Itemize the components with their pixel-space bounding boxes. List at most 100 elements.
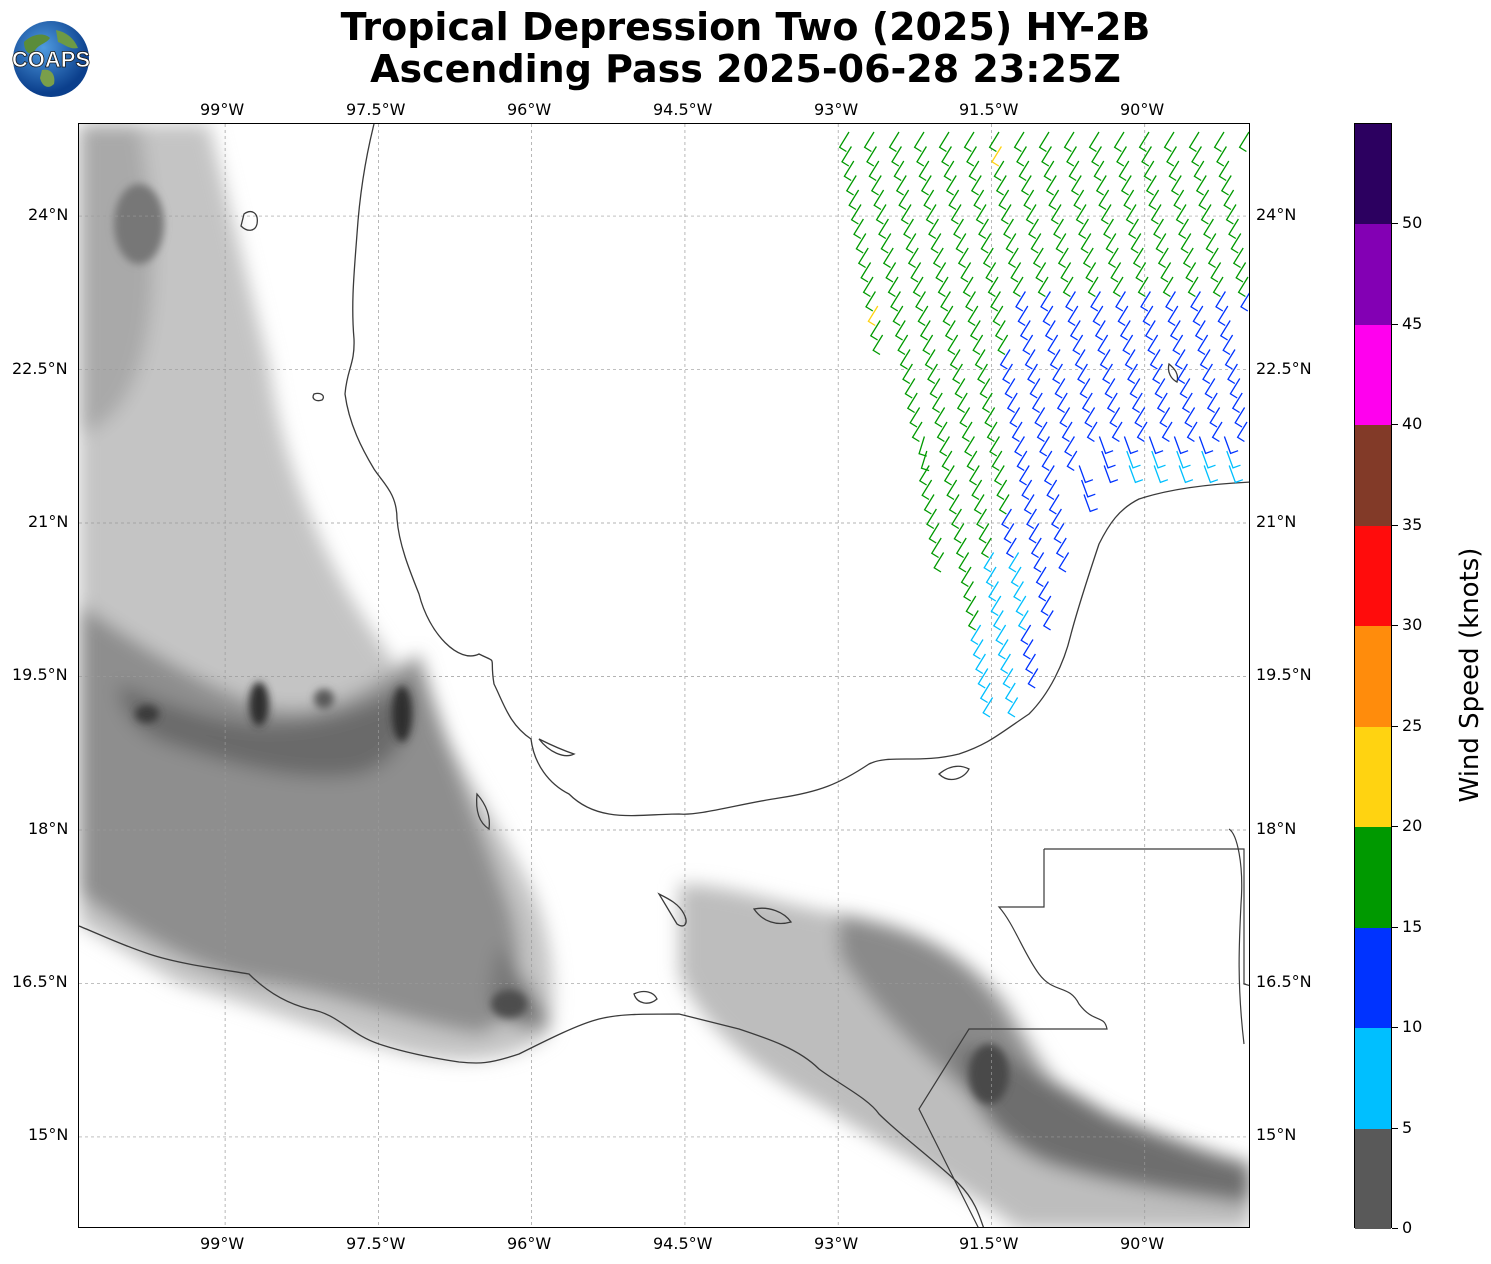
wind-barb [893, 160, 905, 182]
wind-barb [1185, 262, 1197, 283]
wind-barb [1015, 595, 1027, 617]
wind-barb [905, 233, 917, 254]
wind-barb [990, 291, 1001, 312]
wind-barb [1015, 291, 1026, 312]
wind-barb [980, 233, 992, 254]
colorbar-segment [1355, 324, 1391, 426]
wind-barb [1084, 407, 1096, 428]
wind-barb [998, 189, 1010, 211]
colorbar-tick-label: 0 [1402, 1218, 1413, 1237]
wind-barb [1003, 523, 1015, 544]
wind-barb [1034, 407, 1046, 428]
wind-barb [1140, 291, 1151, 312]
wind-barb [1002, 668, 1014, 689]
wind-barb [1057, 247, 1069, 269]
wind-barb [1005, 233, 1017, 254]
wind-barb [993, 465, 1005, 486]
wind-barb [1095, 175, 1107, 196]
wind-barb [1097, 334, 1109, 356]
wind-barb [976, 508, 987, 530]
wind-barb [1228, 465, 1244, 484]
lat-label-left-0: 24°N [28, 205, 69, 224]
wind-barb [985, 566, 997, 588]
wind-barb [923, 189, 935, 211]
wind-barb [997, 639, 1009, 660]
wind-barb [1098, 436, 1114, 455]
colorbar-segment [1355, 124, 1391, 225]
wind-barb [1240, 292, 1249, 312]
wind-barb [1045, 175, 1057, 196]
wind-barb [1032, 247, 1044, 269]
wind-barb [1195, 175, 1207, 196]
map-canvas[interactable] [79, 124, 1250, 1228]
wind-barb [943, 465, 955, 486]
wind-barb [928, 218, 939, 240]
wind-barb [986, 421, 998, 443]
wind-barb [912, 276, 924, 298]
colorbar-tick-mark [1392, 1228, 1398, 1229]
wind-barb [1169, 320, 1181, 341]
wind-barb [1123, 189, 1135, 211]
wind-barb [953, 218, 964, 240]
wind-barb [1130, 233, 1142, 254]
wind-barb [1109, 407, 1121, 428]
wind-barb [984, 407, 996, 428]
wind-barb [1248, 436, 1249, 438]
colorbar-tick-label: 10 [1402, 1017, 1423, 1037]
wind-barb [1210, 262, 1222, 283]
wind-barb [961, 421, 973, 443]
wind-barb [973, 494, 985, 515]
colorbar-tick-label: 25 [1402, 715, 1423, 735]
wind-barb [926, 508, 937, 530]
wind-barb [964, 436, 975, 457]
wind-barb [975, 204, 987, 225]
wind-barb [899, 349, 911, 370]
wind-barb [1206, 392, 1218, 414]
wind-barb [1160, 262, 1172, 283]
wind-barb [983, 552, 995, 573]
wind-barb [982, 697, 994, 718]
wind-barb [1209, 407, 1221, 428]
wind-barb [952, 363, 963, 385]
wind-barb [1145, 175, 1157, 196]
wind-barb [1065, 291, 1076, 312]
wind-barb [1149, 349, 1161, 370]
wind-barb [1001, 508, 1012, 530]
wind-barb [1191, 146, 1202, 167]
wind-barb [1017, 610, 1029, 631]
map-panel[interactable] [78, 123, 1250, 1228]
wind-barb [838, 131, 850, 153]
wind-barb [968, 160, 980, 182]
lat-label-right-3: 19.5°N [1256, 665, 1312, 684]
wind-barb [931, 392, 943, 414]
wind-barb [1002, 363, 1013, 385]
wind-barb [1070, 175, 1082, 196]
wind-barb [930, 233, 942, 254]
wind-barb [979, 378, 991, 399]
wind-barb [1106, 392, 1118, 414]
wind-barb [1030, 233, 1042, 254]
wind-barb [985, 262, 997, 283]
wind-barb [1224, 349, 1236, 370]
wind-barb [1155, 233, 1167, 254]
wind-barb [1153, 218, 1164, 240]
wind-barb [1165, 291, 1176, 312]
wind-barb [897, 334, 909, 356]
wind-barb [965, 291, 976, 312]
wind-barb [1115, 291, 1126, 312]
wind-barb [915, 291, 926, 312]
wind-barb [943, 160, 955, 182]
wind-barb [1218, 160, 1230, 182]
wind-barb [1098, 189, 1110, 211]
wind-barb [955, 233, 967, 254]
wind-barb [1036, 421, 1048, 443]
lat-label-left-1: 22.5°N [12, 359, 68, 378]
wind-barb [973, 189, 985, 211]
lon-label-bottom-0: 99°W [200, 1234, 245, 1253]
colorbar-segment [1355, 927, 1391, 1029]
lat-label-right-4: 18°N [1256, 819, 1297, 838]
wind-barb [902, 363, 913, 385]
wind-barb [948, 494, 960, 515]
wind-barb [1046, 479, 1058, 501]
wind-barb [1235, 262, 1247, 283]
